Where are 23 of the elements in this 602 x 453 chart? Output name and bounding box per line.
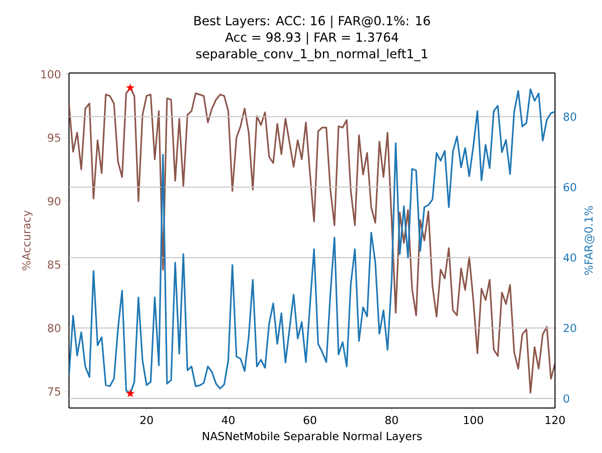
chart-subtitle: Acc = 98.93 | FAR = 1.3764	[225, 32, 398, 45]
y2-axis-title: %FAR@0.1%	[584, 206, 594, 275]
y2-tick-label: 0	[564, 394, 570, 403]
x-axis-title: NASNetMobile Separable Normal Layers	[202, 432, 422, 442]
y-tick-label: 95	[48, 134, 60, 142]
chart-title: Best Layers: ACC: 16 | FAR@0.1%: 16	[194, 16, 430, 28]
y-tick-label: 90	[48, 196, 60, 206]
x-tick-label: 20	[140, 416, 153, 424]
y-tick-label: 100	[41, 70, 60, 78]
x-tick-label: 60	[304, 416, 316, 424]
y2-tick-label: 80	[564, 112, 576, 121]
text: separable_conv_1_bn_normal_left1_1	[196, 48, 428, 62]
y-axis-title: %Accuracy	[22, 210, 33, 270]
y2-tick-label: 60	[564, 182, 576, 192]
x-tick-label: 100	[464, 416, 484, 424]
y2-tick-label: 40	[563, 253, 576, 262]
x-tick-label: 120	[546, 416, 565, 424]
x-tick-label: 80	[385, 416, 398, 424]
y-tick-label: 85	[48, 260, 60, 269]
y-tick-label: 75	[48, 387, 60, 396]
y2-tick-label: 20	[564, 324, 576, 332]
x-tick-label: 40	[222, 416, 235, 424]
y-tick-label: 80	[48, 324, 60, 332]
